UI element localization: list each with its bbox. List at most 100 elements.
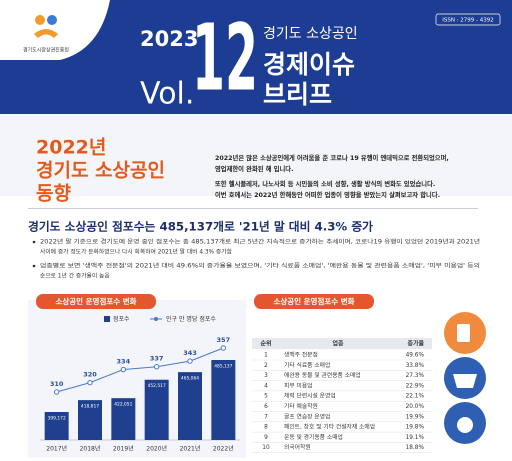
line-marker [153,364,160,370]
bar-value-label: 418,817 [81,404,99,410]
intro-bg [0,114,112,196]
bar [211,360,236,440]
bar [78,400,102,440]
table-cell: 외국어학원 [284,443,311,451]
table-cell: 20.0% [406,404,425,410]
table-cell: 7 [264,414,268,420]
table-cell: 피부 미용업 [284,381,313,389]
logo-arc [34,29,58,38]
bar-value-label: 452,517 [148,383,166,389]
divider [28,208,478,209]
table-cell: 33.8% [406,363,425,369]
line-marker [187,358,193,364]
line [56,347,224,393]
intro-line: 2022년은 많은 소상공인에게 어려움을 준 코로나 19 유행이 엔데믹으로… [215,153,449,162]
issue-number: 12 [192,4,258,111]
logo-dot [35,15,45,25]
bullet-dot [32,240,36,244]
x-tick-label: 2018년 [80,445,101,453]
line-marker [53,389,60,395]
line-value-label: 320 [83,371,97,379]
x-tick-label: 2017년 [46,445,67,453]
table-cell: 19.1% [406,435,425,441]
icon-glyph [457,417,473,433]
intro-line: 또한 헬시플레저, 나노사회 등 시민들의 소비 성향, 생활 방식의 변화도 … [215,179,435,188]
table-header: 순위 [260,340,271,348]
chart-title: 소상공인 운영점포수 변화 [55,296,136,306]
issn: ISSN : 2799 - 4392 [442,18,494,24]
title-line: 브리프 [263,80,332,109]
legend-marker [154,317,158,321]
table-cell: 6 [264,404,268,410]
table-cell: 기타 식료품 소매업 [284,361,330,369]
table-cell: 10 [262,445,270,451]
intro-line: 이번 호에서는 2022년 한해동안 어떠한 업종이 영향을 받았는지 살펴보고… [215,190,440,199]
table-cell: 18.8% [406,445,425,451]
table-header: 증가율 [407,340,424,348]
bar [44,412,69,440]
table-cell: 1 [264,353,268,359]
x-tick-label: 2020년 [146,445,167,453]
icon-glyph [457,324,470,342]
legend-swatch [104,316,110,322]
table-cell: 페인트, 창호 및 기타 건설자재 소매업 [284,423,375,431]
bullet-line: 순으로 1년 간 증가율이 높음 [40,272,110,280]
bullet-dot [32,264,36,268]
bar [144,379,169,440]
bullet-line: 사이에 증가 정도가 둔화하였으나 다시 회복하여 2021년 말 대비 4.3… [40,248,233,256]
section-title: 경기도 소상공인 [36,160,165,182]
bar-value-label: 465,064 [181,376,199,382]
intro-bg [112,114,512,196]
icon-glyph [453,374,477,388]
table-cell: 22.9% [406,383,425,389]
table-cell: 49.6% [406,353,425,359]
table-cell: 2 [264,363,268,369]
x-tick-label: 2019년 [113,445,134,453]
bar-value-label: 399,172 [48,416,66,422]
table-cell: 5 [264,394,268,400]
legend-label: 점포수 [113,316,130,323]
x-tick-label: 2021년 [180,445,201,453]
line-value-label: 337 [150,355,164,363]
org-name: 경기도시장상권진흥원 [23,47,69,54]
bullet-line: 2022년 말 기준으로 경기도에 운영 중인 점포수는 총 485,137개로… [40,238,480,246]
table-cell: 애완용 동물 및 관련용품 소매업 [284,371,361,379]
table-cell: 기타 예술학원 [284,402,318,410]
subtitle: 경기도 소상공인 [263,26,358,42]
table-cell: 9 [264,435,268,441]
bullet-line: 업종별로 보면 '생맥주 전문점'의 2021년 대비 49.6%의 증가율을 … [40,262,480,270]
logo-dot [47,15,57,25]
table-cell: 27.3% [406,373,425,379]
section-title: 동향 [36,183,71,205]
table-header: 업종 [332,340,344,348]
bar-value-label: 422,051 [114,402,132,408]
table-cell: 19.8% [406,425,425,431]
table-cell: 19.9% [406,414,425,420]
line-marker [87,379,93,386]
table-cell: 22.1% [406,394,425,400]
table-cell: 운동 및 경기용품 소매업 [284,433,343,441]
table-title: 소상공인 운영점포수 변화 [273,296,354,306]
issn-box [435,13,501,26]
bar [178,372,202,440]
x-tick-label: 2022년 [213,445,234,453]
bar-value-label: 485,137 [214,364,232,370]
section-title: 2022년 [36,137,106,159]
chart-badge [36,294,156,309]
vol: Vol. [140,77,194,112]
table-cell: 체력 단련시설 운영업 [284,392,336,400]
line-value-label: 343 [183,349,197,357]
table-cell: 4 [264,383,268,389]
line-marker [120,366,127,373]
line-value-label: 310 [50,380,64,388]
table-badge [254,294,374,309]
line-marker [220,345,227,351]
table-cell: 8 [264,425,268,431]
title-line: 경제이슈 [263,50,355,79]
table-header-bg [252,338,432,349]
intro-line: 영업제한이 완화된 해 입니다. [215,164,294,173]
headline: 경기도 소상공인 점포수는 485,137개로 '21년 말 대비 4.3% 증… [28,220,373,234]
